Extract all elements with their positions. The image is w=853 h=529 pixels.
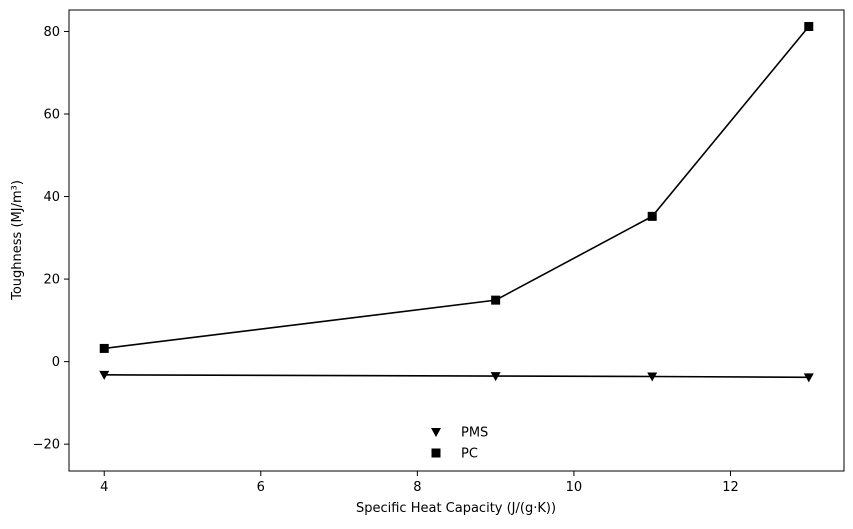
x-tick-label: 12 bbox=[722, 480, 739, 495]
legend-label: PC bbox=[461, 447, 478, 462]
legend-label: PMS bbox=[461, 426, 488, 441]
legend: PMS PC bbox=[431, 426, 488, 462]
data-point-triangle bbox=[490, 372, 501, 382]
x-tick-label: 6 bbox=[257, 480, 265, 495]
data-point-triangle bbox=[647, 372, 658, 382]
y-tick-label: 60 bbox=[43, 108, 60, 123]
data-point-square bbox=[431, 448, 441, 458]
y-axis: −20 0 20 40 60 80 bbox=[33, 25, 69, 453]
series-line bbox=[104, 25, 810, 350]
x-axis-label: Specific Heat Capacity (J/(g·K)) bbox=[356, 501, 556, 516]
legend-item-pms: PMS bbox=[431, 426, 488, 441]
x-axis: 4 6 8 10 12 bbox=[100, 471, 739, 495]
x-tick-label: 4 bbox=[100, 480, 108, 495]
x-tick-label: 8 bbox=[413, 480, 421, 495]
data-point-triangle bbox=[803, 373, 814, 383]
series-line bbox=[104, 374, 809, 379]
series-layer bbox=[99, 22, 814, 383]
y-tick-label: 80 bbox=[43, 25, 60, 40]
data-point-square bbox=[804, 22, 814, 32]
data-point-triangle bbox=[99, 370, 110, 380]
y-tick-label: 40 bbox=[43, 190, 60, 205]
series-pc bbox=[99, 22, 814, 353]
legend-item-pc: PC bbox=[431, 447, 478, 462]
data-point-triangle bbox=[431, 428, 441, 437]
y-tick-label: 0 bbox=[52, 355, 60, 370]
series-pms bbox=[99, 370, 814, 383]
data-point-square bbox=[99, 343, 109, 353]
y-tick-label: −20 bbox=[33, 438, 60, 453]
y-axis-label: Toughness (MJ/m³) bbox=[10, 180, 25, 301]
data-point-square bbox=[647, 211, 657, 221]
plot-frame bbox=[68, 9, 845, 472]
x-tick-label: 10 bbox=[566, 480, 583, 495]
data-point-square bbox=[491, 295, 501, 305]
y-tick-label: 20 bbox=[43, 273, 60, 288]
